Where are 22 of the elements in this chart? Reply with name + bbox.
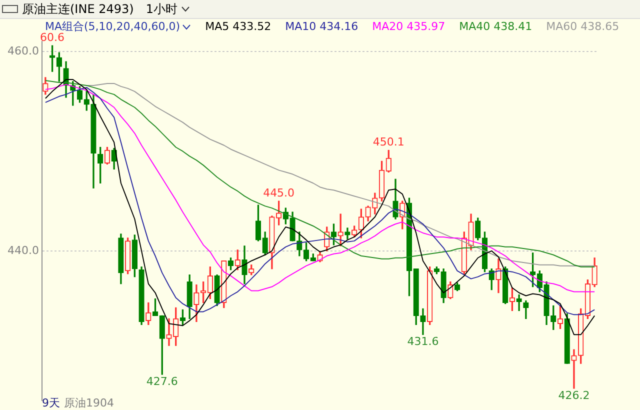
chart-title: 原油主连(INE 2493) — [22, 0, 134, 18]
y-tick-label: 440.0 — [8, 244, 39, 257]
candlestick — [166, 318, 172, 346]
annotation: 原油1904 — [64, 396, 114, 410]
legend-title: MA组合(5,10,20,40,60,0) — [45, 19, 182, 33]
candlestick — [571, 349, 577, 389]
annotation: 9天 — [42, 396, 60, 410]
candlestick — [516, 294, 522, 312]
candlestick — [420, 308, 426, 335]
text: MA5 433.52 — [205, 20, 272, 33]
annotation: 60.6 — [40, 30, 65, 44]
annotation: 427.6 — [146, 374, 178, 388]
text: MA20 435.97 — [372, 20, 446, 33]
text: MA10 434.16 — [285, 20, 358, 33]
annotation: 445.0 — [263, 186, 295, 200]
annotation: 450.1 — [372, 136, 404, 149]
text: MA40 438.41 — [459, 20, 532, 33]
text: MA60 438.65 — [546, 20, 620, 33]
annotation: 431.6 — [407, 334, 439, 348]
annotation: 426.2 — [558, 388, 590, 402]
chart-subtitle: 1小时 — [146, 0, 178, 18]
y-tick-label: 460.0 — [8, 44, 39, 58]
